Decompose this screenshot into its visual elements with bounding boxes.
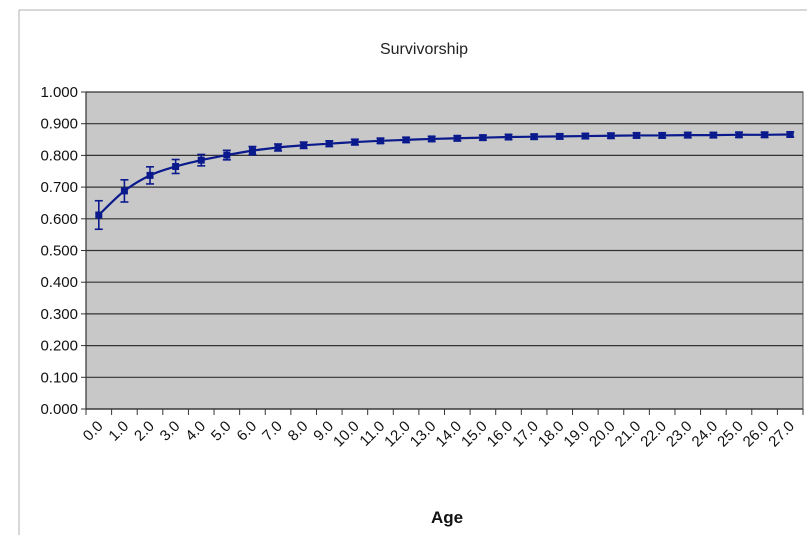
y-tick-label: 0.700 xyxy=(40,179,78,196)
data-point xyxy=(376,137,384,145)
y-tick-label: 0.000 xyxy=(40,401,78,418)
data-point xyxy=(658,131,666,139)
y-tick-label: 0.600 xyxy=(40,211,78,228)
data-point xyxy=(325,140,333,148)
y-tick-label: 0.400 xyxy=(40,274,78,291)
series-line xyxy=(98,133,791,216)
data-point xyxy=(786,130,794,138)
y-tick-label: 0.100 xyxy=(40,369,78,386)
data-point xyxy=(453,134,461,142)
data-point xyxy=(581,132,589,140)
data-point xyxy=(351,138,359,146)
data-point xyxy=(735,131,743,139)
data-point xyxy=(274,143,282,151)
data-point xyxy=(633,131,641,139)
y-tick-label: 0.800 xyxy=(40,147,78,164)
y-tick-label: 0.500 xyxy=(40,243,78,260)
data-point xyxy=(197,156,205,164)
data-point xyxy=(530,133,538,141)
data-point xyxy=(300,141,308,149)
data-point xyxy=(248,147,256,155)
data-point xyxy=(95,211,103,219)
y-tick-label: 0.200 xyxy=(40,338,78,355)
data-point xyxy=(172,162,180,170)
series-survivorship xyxy=(94,130,795,231)
data-point xyxy=(761,131,769,139)
chart-title: Survivorship xyxy=(380,41,468,58)
data-point xyxy=(223,151,231,159)
data-point xyxy=(709,131,717,139)
data-point xyxy=(505,133,513,141)
y-tick-label: 0.300 xyxy=(40,306,78,323)
data-point xyxy=(684,131,692,139)
y-axis-ticks: 0.000 0.100 0.200 0.300 0.400 0.500 0.600 0.700… xyxy=(40,84,86,418)
data-point xyxy=(146,171,154,179)
x-axis-label: Age xyxy=(431,508,463,527)
data-point xyxy=(428,135,436,143)
y-tick-label: 0.900 xyxy=(40,116,78,133)
data-point xyxy=(120,187,128,195)
data-point xyxy=(556,132,564,140)
data-point xyxy=(402,136,410,144)
data-point xyxy=(607,132,615,140)
data-point xyxy=(479,134,487,142)
y-tick-label: 1.000 xyxy=(40,84,78,101)
